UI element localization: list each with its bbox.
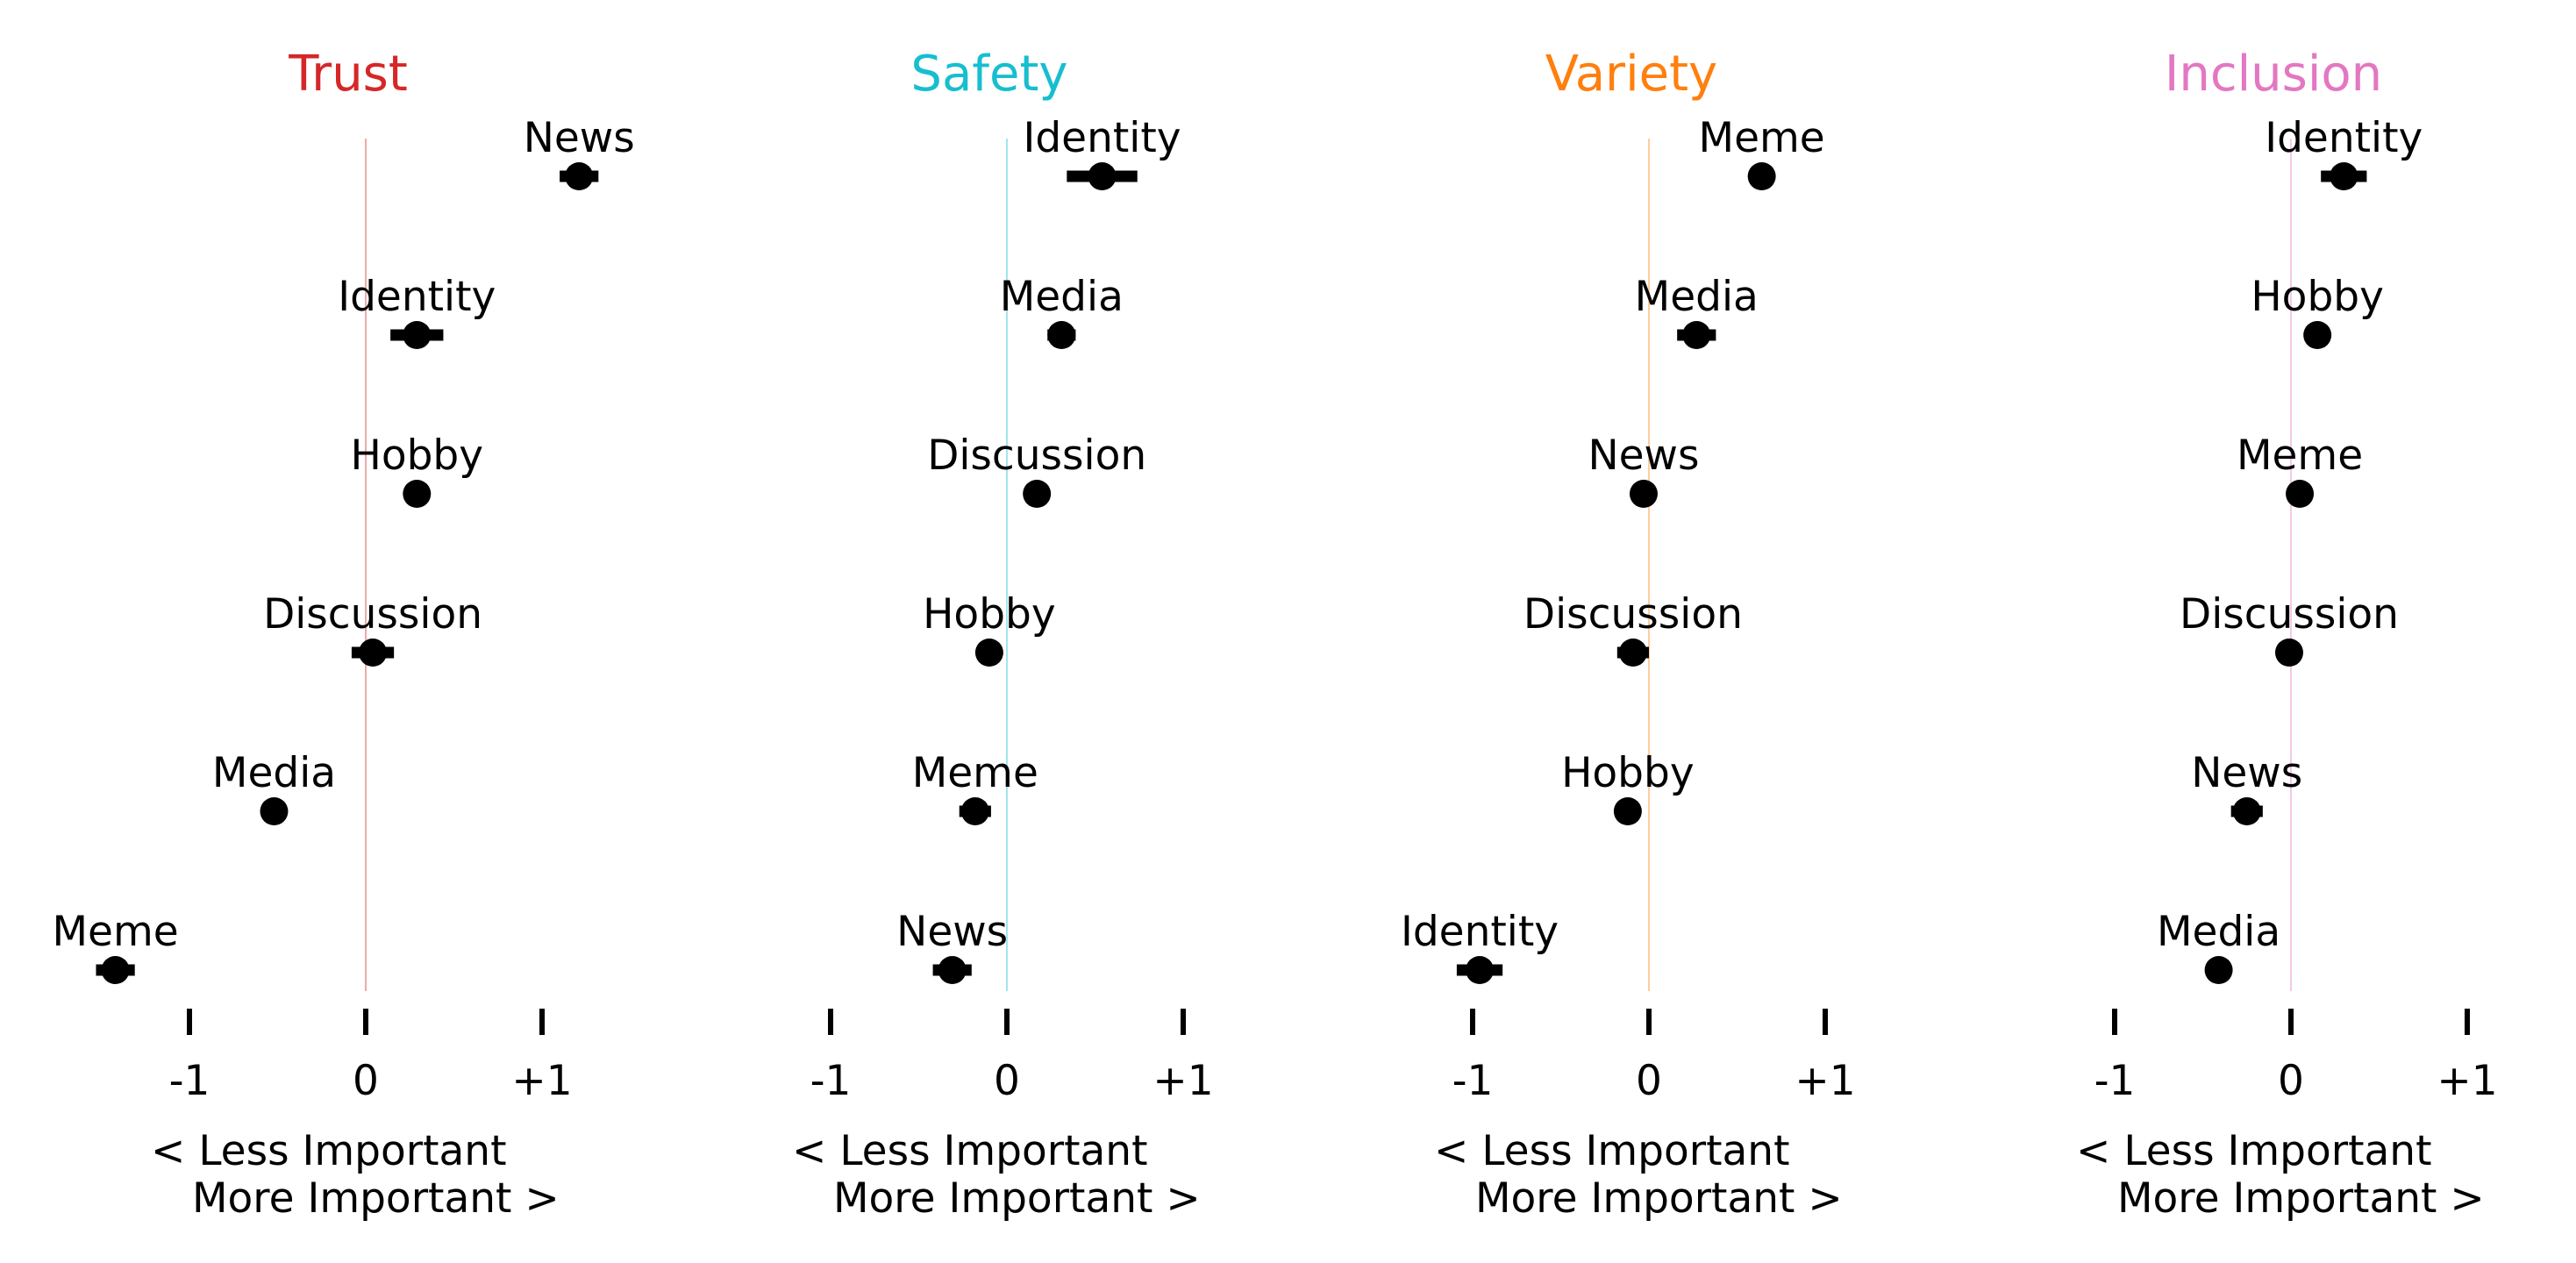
category-label: News [896,908,1008,956]
category-label: Meme [2237,432,2363,480]
panel-title: Safety [910,46,1067,103]
panel-title: Trust [288,46,408,103]
panel-title: Inclusion [2165,46,2382,103]
category-label: Media [212,749,336,797]
axis-label-less: < Less Important [151,1127,507,1175]
panel-trust: Trust News Identity Hobby Discussion Media Mem… [52,46,634,1223]
tick-label: -1 [1452,1057,1494,1105]
tick-label: +1 [2437,1057,2497,1105]
tick-label: 0 [2278,1057,2304,1105]
axis-label-less: < Less Important [1434,1127,1790,1175]
category-label: Hobby [1561,749,1695,797]
category-label: Discussion [1523,590,1743,639]
category-label: News [1588,432,1699,480]
panel-variety: Variety Meme Media News Discussion Hobby Ident… [1401,46,1856,1223]
panel-inclusion: Inclusion Identity Hobby Meme Discussion News… [2076,46,2498,1223]
data-point [960,797,989,825]
category-label: Discussion [2180,590,2399,639]
tick-label: 0 [1636,1057,1662,1105]
data-point [2204,956,2233,984]
tick-label: -1 [810,1057,852,1105]
data-point [403,321,432,349]
data-point [1088,162,1117,190]
data-point [101,956,130,984]
category-label: Media [1635,273,1759,321]
panel-safety: Safety Identity Media Discussion Hobby Meme Ne… [792,46,1214,1223]
data-point [938,956,967,984]
category-label: Discussion [263,590,482,639]
category-label: Hobby [2251,273,2384,321]
data-point [2330,162,2358,190]
panel-title: Variety [1545,46,1717,103]
category-label: Meme [1699,114,1825,162]
axis-label-more: More Important > [192,1174,560,1223]
axis-label-less: < Less Important [792,1127,1148,1175]
category-label: Identity [338,273,496,321]
data-point [1682,321,1711,349]
category-label: Meme [52,908,178,956]
category-label: Media [2157,908,2280,956]
data-point [1747,162,1776,190]
tick-label: 0 [353,1057,379,1105]
tick-label: 0 [994,1057,1020,1105]
data-point [1023,480,1052,508]
data-point [260,797,289,825]
tick-label: +1 [511,1057,572,1105]
category-label: News [2191,749,2302,797]
data-point [403,480,432,508]
axis-label-more: More Important > [1475,1174,1843,1223]
tick-label: +1 [1795,1057,1855,1105]
data-point [1629,480,1658,508]
data-point [2232,797,2261,825]
category-label: Media [1000,273,1124,321]
data-point [1618,639,1647,667]
category-label: Discussion [927,432,1146,480]
data-point [1613,797,1642,825]
data-point [1047,321,1076,349]
category-label: News [524,114,635,162]
tick-label: -1 [169,1057,211,1105]
tick-label: -1 [2094,1057,2136,1105]
axis-label-more: More Important > [833,1174,1201,1223]
axis-label-more: More Important > [2117,1174,2485,1223]
category-label: Meme [912,749,1038,797]
category-label: Identity [2265,114,2423,162]
data-point [2286,480,2315,508]
data-point [2274,639,2303,667]
category-label: Identity [1401,908,1559,956]
data-point [359,639,388,667]
data-point [1466,956,1495,984]
data-point [2303,321,2332,349]
axis-label-less: < Less Important [2076,1127,2432,1175]
category-label: Hobby [923,590,1056,639]
data-point [974,639,1003,667]
category-label: Identity [1023,114,1181,162]
category-label: Hobby [350,432,483,480]
data-point [565,162,594,190]
tick-label: +1 [1152,1057,1213,1105]
